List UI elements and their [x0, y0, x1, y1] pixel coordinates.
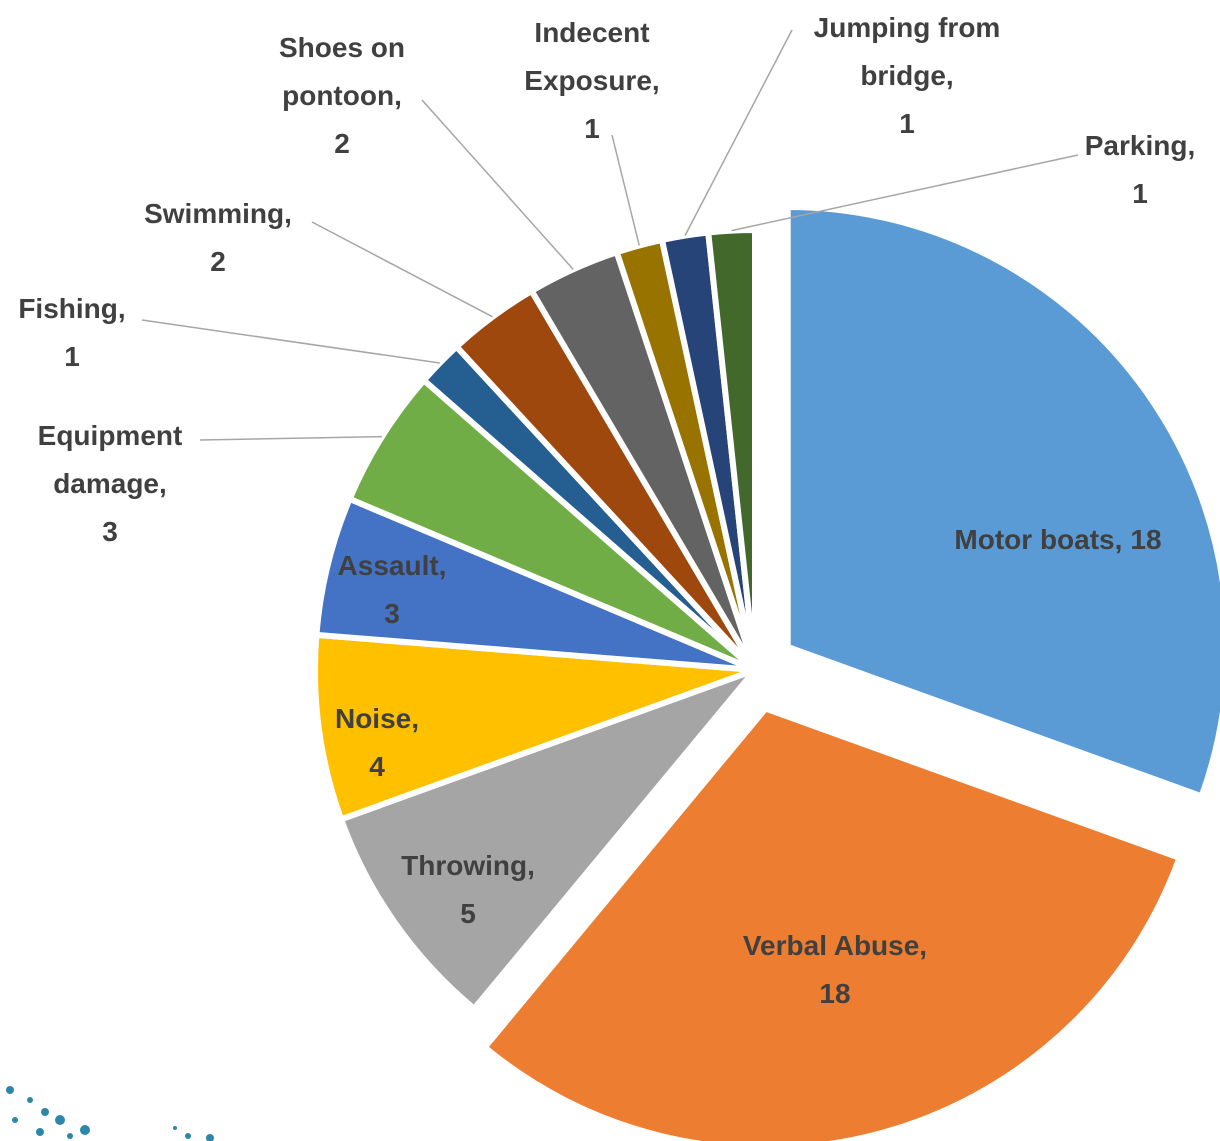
slice-name: Motor boats, [954, 524, 1123, 555]
leader-line [684, 29, 793, 236]
slice-value: 1 [584, 113, 600, 144]
leader-line [731, 154, 1079, 232]
pie-slice [338, 667, 758, 1012]
data-label: Fishing, 1 [7, 285, 137, 381]
slice-value: 2 [210, 246, 226, 277]
slice-value: 4 [369, 751, 385, 782]
leader-line [421, 99, 574, 270]
slice-name: Verbal Abuse, [742, 930, 928, 961]
data-label: Indecent Exposure, 1 [502, 9, 682, 153]
slice-value: 18 [1130, 524, 1162, 555]
slice-name: Equipment damage, [37, 420, 183, 499]
leader-line [199, 435, 383, 441]
data-label: Swimming, 2 [123, 190, 313, 286]
slice-name: Assault, [337, 550, 447, 581]
slice-value: 3 [384, 598, 400, 629]
pie-slice [481, 705, 1183, 1141]
data-label: Equipment damage, 3 [15, 412, 205, 556]
data-label: Noise, 4 [317, 695, 437, 791]
slice-name: Noise, [334, 703, 420, 734]
slice-name: Shoes on pontoon, [278, 32, 405, 111]
slice-value: 5 [460, 898, 476, 929]
slice-value: 2 [334, 128, 350, 159]
slice-name: Indecent Exposure, [524, 17, 660, 96]
leader-line [141, 319, 440, 364]
data-label: Throwing, 5 [368, 842, 568, 938]
slice-value: 1 [1132, 178, 1148, 209]
slice-value: 3 [102, 516, 118, 547]
decoration [6, 1086, 214, 1141]
leader-line [611, 134, 640, 246]
data-label: Jumping from bridge, 1 [797, 4, 1017, 148]
slice-value: 18 [819, 978, 851, 1009]
pie-slice [312, 631, 758, 823]
slice-value: 1 [899, 108, 915, 139]
leader-line [311, 221, 493, 318]
slice-name: Swimming, [144, 198, 292, 229]
data-label: Assault, 3 [322, 542, 462, 638]
slice-name: Parking, [1084, 130, 1196, 161]
data-label: Shoes on pontoon, 2 [257, 24, 427, 168]
slice-value: 1 [64, 341, 80, 372]
pie-slice [784, 204, 1220, 800]
slice-name: Throwing, [401, 850, 535, 881]
data-label: Parking, 1 [1070, 122, 1210, 218]
slice-name: Fishing, [18, 293, 126, 324]
data-label: Motor boats, 18 [858, 516, 1220, 564]
data-label: Verbal Abuse, 18 [685, 922, 985, 1018]
slice-name: Jumping from bridge, [813, 12, 1001, 91]
